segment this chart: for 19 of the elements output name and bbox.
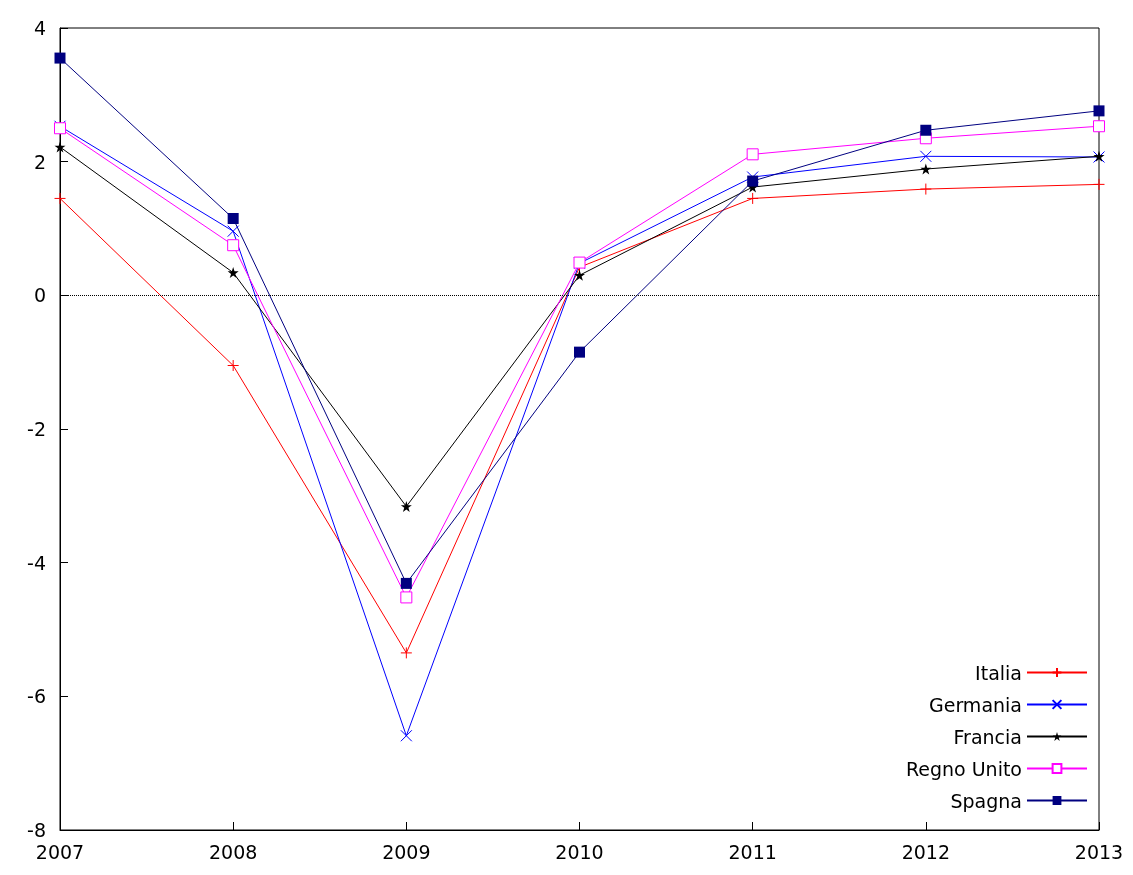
y-tick-label: 2 — [33, 150, 46, 173]
x-tick-label: 2008 — [208, 840, 258, 863]
x-tick-label: 2009 — [382, 840, 431, 863]
x-tick-label: 2013 — [1074, 840, 1124, 863]
x-tick-label: 2012 — [901, 840, 951, 863]
legend-label: Francia — [953, 725, 1022, 748]
y-tick-label: -8 — [27, 819, 46, 841]
legend-label: Italia — [975, 661, 1022, 684]
x-tick-label: 2010 — [555, 840, 604, 863]
y-tick-label: 4 — [33, 17, 46, 39]
legend-label: Spagna — [950, 789, 1022, 812]
x-tick-label: 2007 — [35, 840, 85, 863]
y-tick-label: -6 — [27, 685, 46, 708]
y-tick-label: 0 — [33, 284, 46, 307]
x-tick-label: 2011 — [728, 840, 777, 863]
y-tick-label: -2 — [27, 418, 46, 440]
y-tick-label: -4 — [27, 551, 46, 574]
legend-label: Regno Unito — [905, 757, 1022, 780]
legend-label: Germania — [928, 693, 1022, 716]
